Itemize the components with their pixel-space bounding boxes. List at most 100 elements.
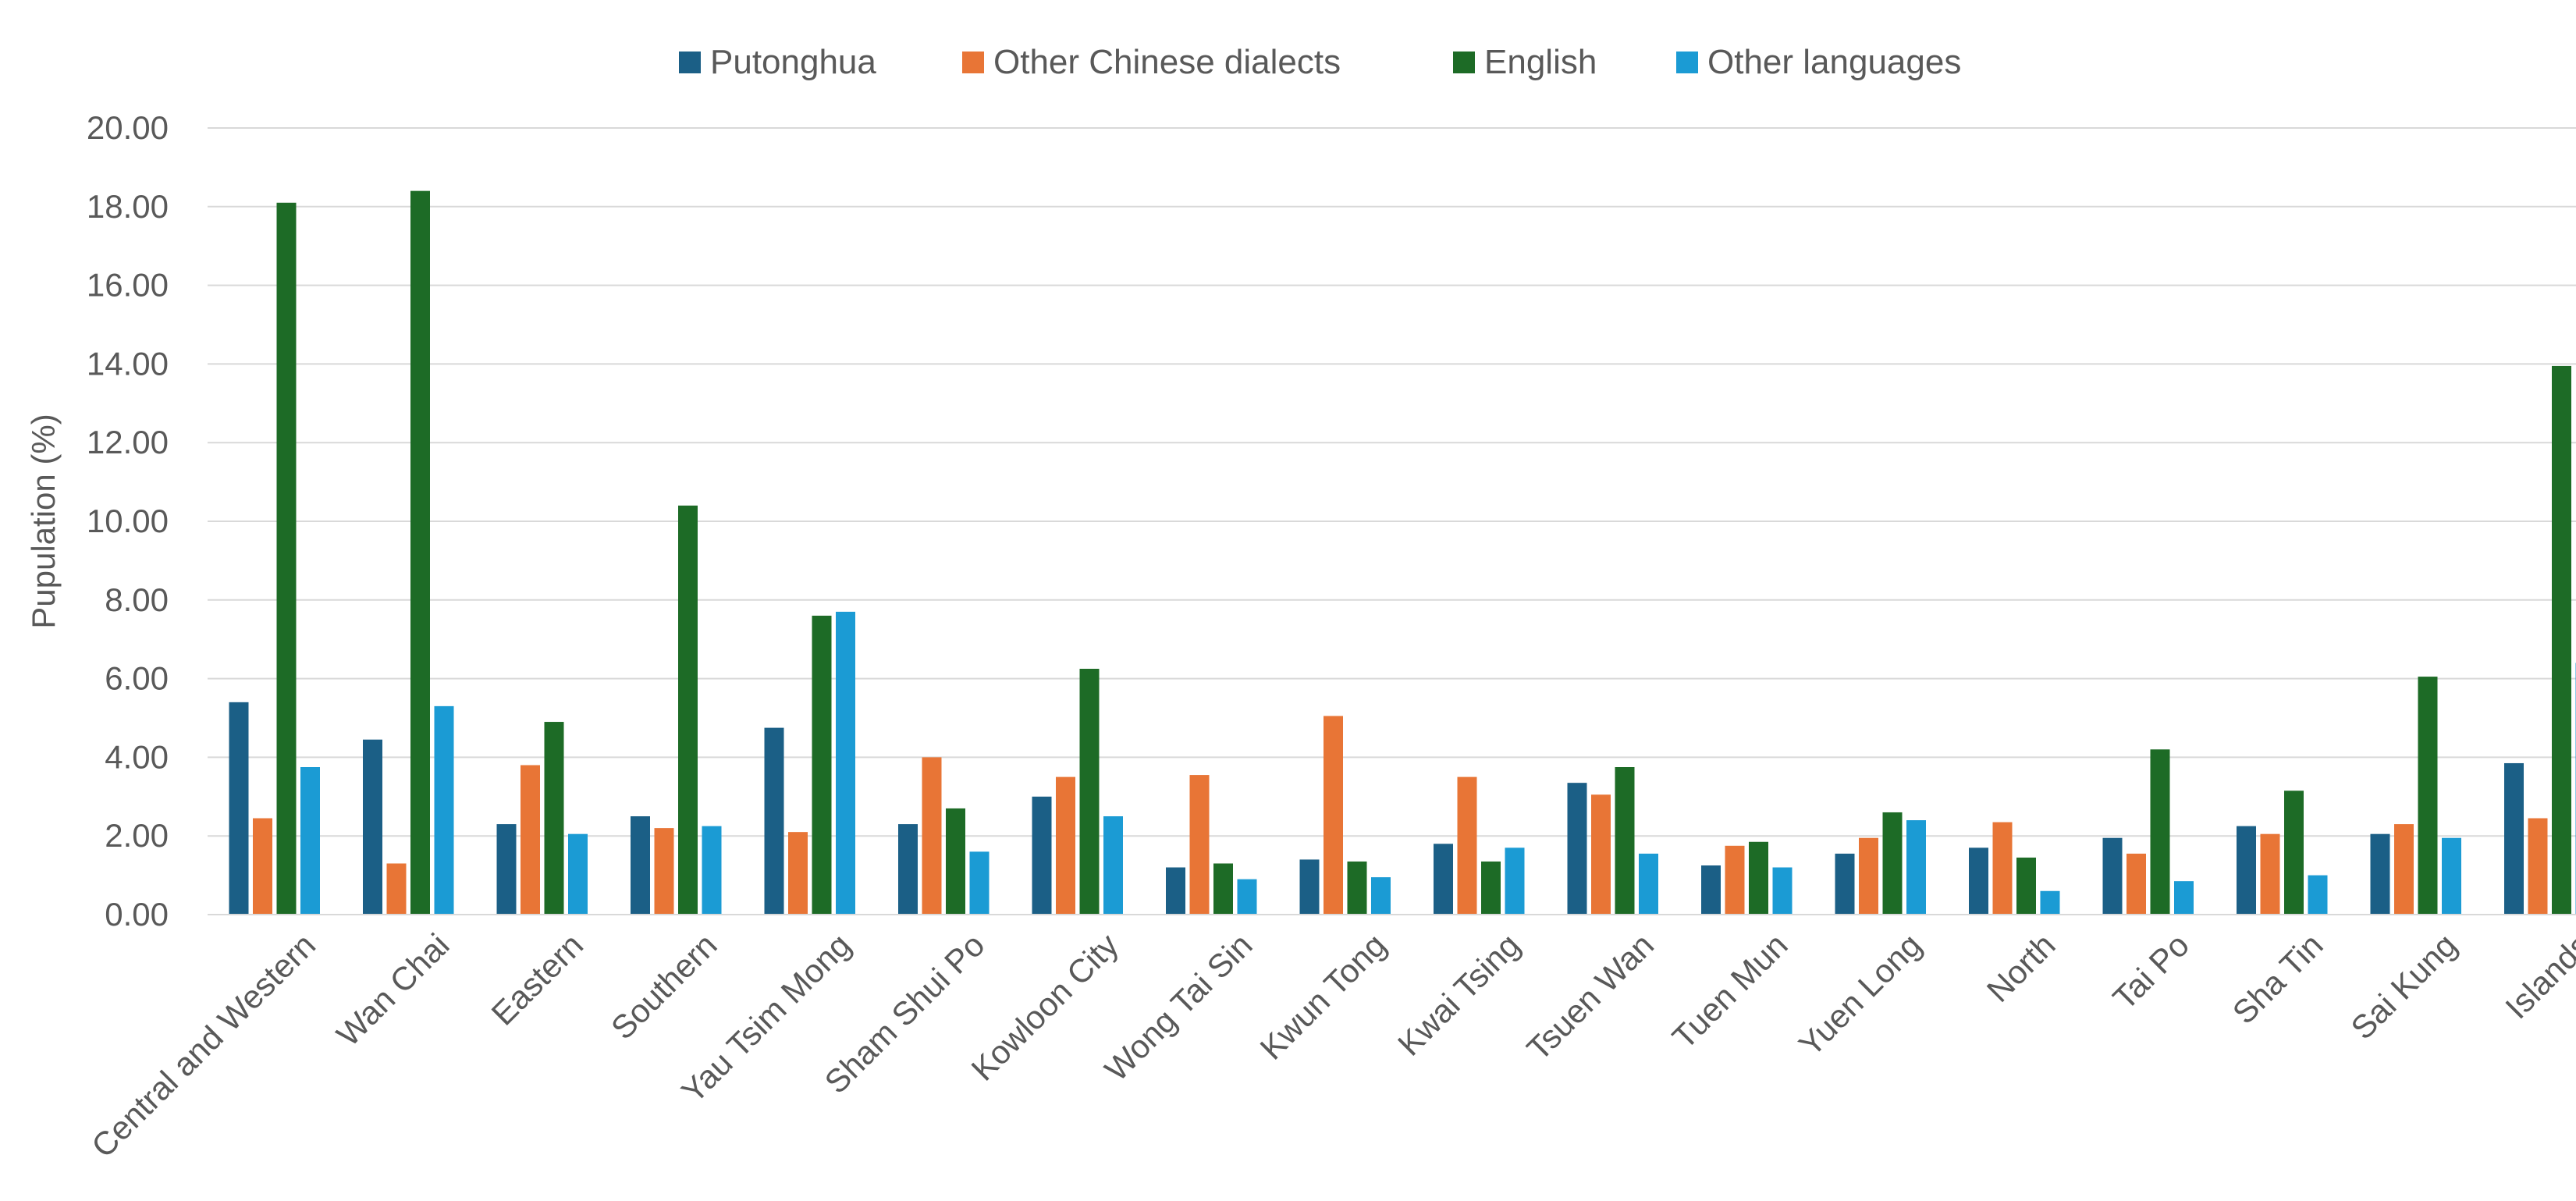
legend-swatch <box>1676 52 1698 73</box>
legend-swatch <box>1453 52 1475 73</box>
bar <box>1591 794 1611 915</box>
bar <box>1835 853 1855 915</box>
bar <box>1371 877 1391 915</box>
y-tick-label: 14.00 <box>87 345 169 382</box>
y-axis-tick-labels: 0.00 2.00 4.00 6.00 8.00 10.00 12.00 14.00 16.00… <box>87 109 169 933</box>
bar <box>2260 833 2280 915</box>
bar <box>1969 847 1988 915</box>
bar <box>1906 820 1926 915</box>
x-tick-label: Kwai Tsing <box>1391 926 1527 1063</box>
bar <box>2174 881 2194 915</box>
y-axis-title: Pupulation (%) <box>25 414 62 628</box>
bar <box>812 615 832 915</box>
x-tick-label: Tsuen Wan <box>1519 926 1661 1068</box>
bar <box>654 828 674 915</box>
bar <box>1237 879 1257 915</box>
x-tick-label: Eastern <box>485 926 591 1032</box>
bar <box>1505 847 1525 915</box>
bar <box>1189 775 1210 915</box>
bar <box>702 826 722 915</box>
x-tick-label: Tai Po <box>2105 926 2196 1017</box>
bar <box>764 727 784 915</box>
y-tick-label: 8.00 <box>105 581 169 618</box>
bar <box>1166 867 1185 915</box>
y-tick-label: 12.00 <box>87 424 169 460</box>
bar <box>434 705 454 915</box>
gridlines <box>208 127 2576 837</box>
bar <box>1079 669 1100 915</box>
x-tick-label: Islands <box>2498 926 2576 1025</box>
bar <box>386 863 407 915</box>
bar <box>2150 749 2170 915</box>
bar <box>2442 837 2461 915</box>
legend-label: Other Chinese dialects <box>993 43 1341 81</box>
bar <box>1056 776 1075 915</box>
y-tick-label: 20.00 <box>87 109 169 146</box>
bar <box>2552 365 2571 915</box>
x-tick-label: Sai Kung <box>2343 926 2464 1046</box>
bar <box>1347 861 1367 915</box>
bar <box>1457 776 1477 915</box>
y-tick-label: 0.00 <box>105 896 169 933</box>
x-axis-category-labels: Central and Western Wan Chai Eastern Southe… <box>84 926 2576 1164</box>
bar <box>1882 812 1903 915</box>
y-tick-label: 18.00 <box>87 188 169 225</box>
bar <box>276 202 297 915</box>
y-tick-label: 6.00 <box>105 660 169 697</box>
bar <box>678 505 698 915</box>
bar <box>2284 791 2304 915</box>
y-tick-label: 16.00 <box>87 267 169 304</box>
bar <box>1749 841 1768 915</box>
bar <box>496 824 517 915</box>
bar <box>363 739 382 915</box>
bar <box>1032 796 1052 915</box>
bars <box>229 190 2576 915</box>
bar <box>2308 875 2328 915</box>
bar <box>836 611 855 915</box>
bar <box>300 767 320 915</box>
bar <box>2370 833 2390 915</box>
bar <box>2016 857 2036 915</box>
bar <box>2418 677 2438 915</box>
bar <box>788 832 808 915</box>
bar <box>1213 863 1233 915</box>
bar <box>2040 890 2060 915</box>
legend-label: English <box>1484 43 1597 81</box>
bar <box>2102 837 2123 915</box>
bar <box>568 833 588 915</box>
x-tick-label: Kwun Tong <box>1252 926 1393 1067</box>
x-tick-label: Sha Tin <box>2226 926 2330 1031</box>
bar <box>1567 783 1587 915</box>
legend-swatch <box>962 52 984 73</box>
y-tick-label: 2.00 <box>105 817 169 854</box>
bar <box>1725 845 1745 915</box>
bar <box>410 190 430 915</box>
bar <box>1992 822 2013 915</box>
bar <box>2528 818 2548 915</box>
bar <box>1615 767 1635 915</box>
bar <box>631 816 650 915</box>
x-tick-label: Yuen Long <box>1792 926 1928 1063</box>
bar <box>2237 826 2256 915</box>
bar <box>1434 844 1453 915</box>
bar <box>229 702 249 915</box>
bar <box>2394 824 2414 915</box>
legend-label: Putonghua <box>710 43 876 81</box>
legend: Putonghua Other Chinese dialects English Ot… <box>679 43 1961 81</box>
bar <box>253 818 272 915</box>
bar <box>1772 867 1793 915</box>
y-tick-label: 4.00 <box>105 738 169 775</box>
bar <box>1859 837 1878 915</box>
bar <box>1481 861 1501 915</box>
x-tick-label: Central and Western <box>84 926 322 1164</box>
bar <box>1103 816 1123 915</box>
x-tick-label: Tuen Mun <box>1665 926 1795 1056</box>
bar <box>1299 859 1320 915</box>
bar <box>898 824 918 915</box>
bar <box>922 757 942 915</box>
bar <box>2504 762 2524 915</box>
legend-swatch <box>679 52 701 73</box>
bar <box>1324 716 1343 915</box>
